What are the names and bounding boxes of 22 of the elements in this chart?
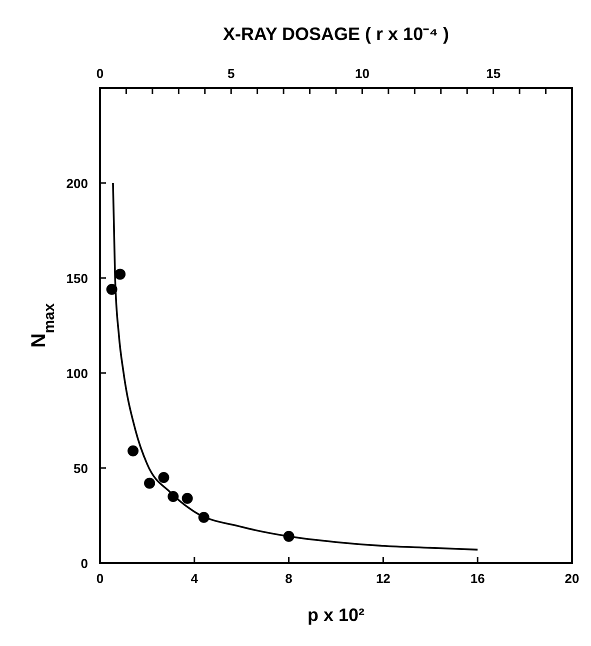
x2-tick-label: 15 — [486, 66, 501, 81]
x-tick-label: 4 — [190, 571, 199, 586]
x2-tick-label: 10 — [354, 66, 370, 81]
x-axis-title: p x 10² — [307, 605, 365, 625]
y-tick-label: 200 — [66, 176, 88, 191]
x2-tick-label: 5 — [227, 66, 235, 81]
x2-axis-title: X-RAY DOSAGE ( r x 10⁻⁴ ) — [223, 24, 449, 44]
x-tick-label: 16 — [470, 571, 485, 586]
x-tick-label: 12 — [376, 571, 390, 586]
y-tick-label: 150 — [66, 271, 88, 286]
y-tick-label: 100 — [66, 366, 88, 381]
point — [158, 472, 170, 483]
point — [128, 445, 139, 456]
x-tick-label: 20 — [564, 571, 580, 586]
y-tick-label: 0 — [80, 556, 88, 571]
point — [114, 268, 126, 280]
x2-tick-label: 0 — [96, 66, 104, 81]
x-tick-label: 0 — [96, 571, 104, 586]
point — [182, 492, 193, 504]
point — [144, 478, 156, 489]
y-tick-label: 50 — [74, 461, 88, 476]
x-tick-label: 8 — [285, 571, 292, 586]
